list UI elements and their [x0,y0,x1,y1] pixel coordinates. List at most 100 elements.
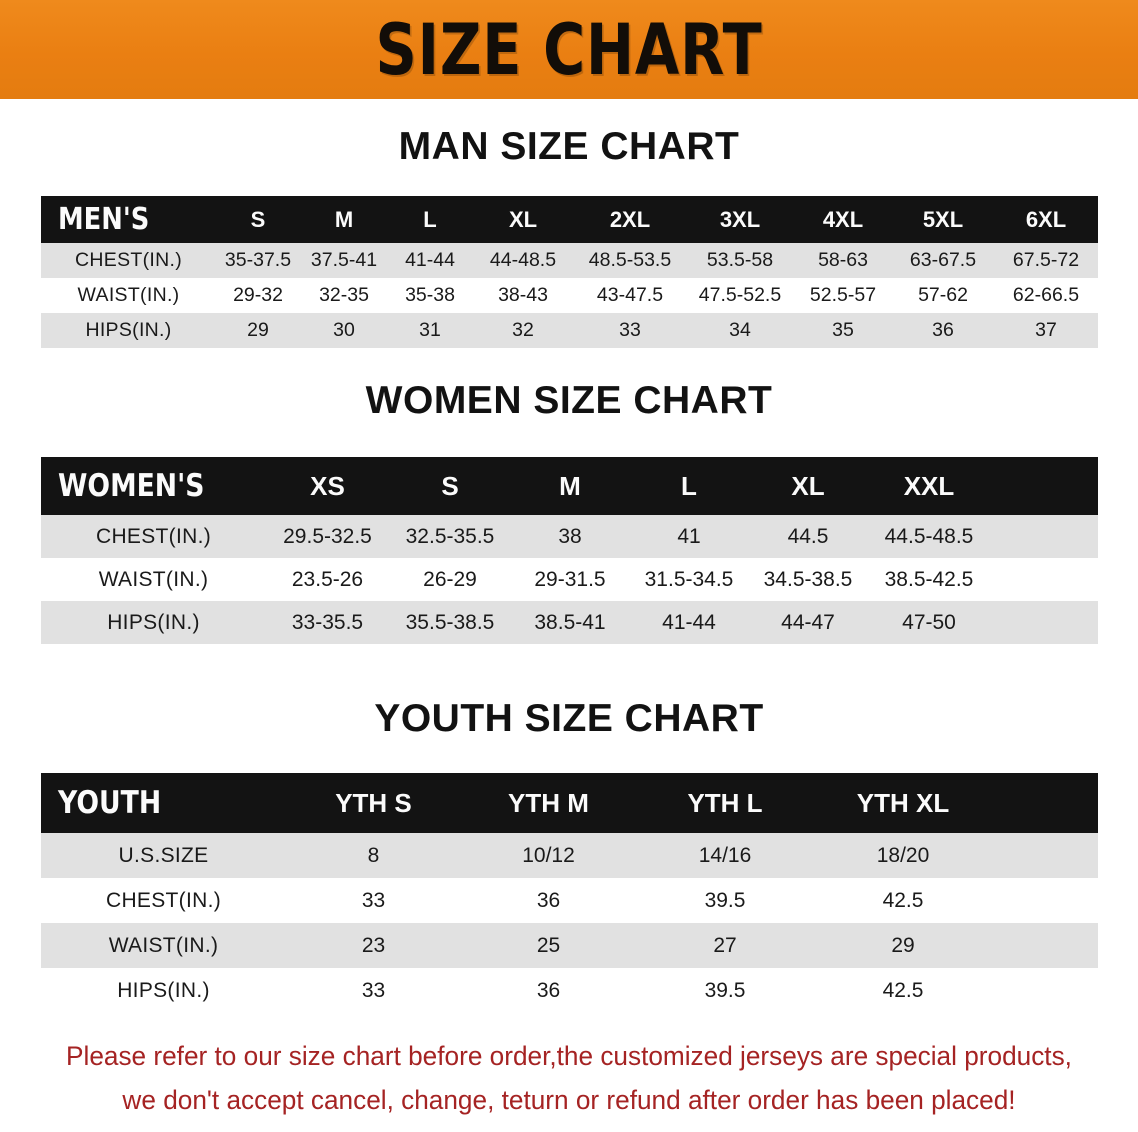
women-section-title: WOMEN SIZE CHART [365,379,773,422]
men-cell-0-4: 48.5-53.5 [574,243,686,278]
men-cell-1-8: 62-66.5 [994,278,1098,313]
men-row-label-1: WAIST(IN.) [41,278,216,313]
table-row: WAIST(IN.) 29-32 32-35 35-38 38-43 43-47… [41,278,1098,313]
women-row-label-2: HIPS(IN.) [41,601,266,644]
table-row: WAIST(IN.) 23 25 27 29 [41,923,1098,968]
men-cell-2-8: 37 [994,313,1098,348]
men-col-4: 2XL [574,196,686,243]
women-cell-2-0: 33-35.5 [266,601,389,644]
women-col-1: S [389,457,511,515]
men-col-7: 5XL [892,196,994,243]
men-row-label-2: HIPS(IN.) [41,313,216,348]
women-cell-1-6 [991,558,1098,601]
women-cell-2-4: 44-47 [749,601,867,644]
men-corner-header: MEN'S [41,196,216,243]
women-col-5: XXL [867,457,991,515]
youth-cell-3-0: 33 [286,968,461,1013]
men-cell-0-3: 44-48.5 [472,243,574,278]
women-cell-2-5: 47-50 [867,601,991,644]
youth-corner-header: YOUTH [41,773,286,833]
women-cell-1-2: 29-31.5 [511,558,629,601]
men-cell-0-7: 63-67.5 [892,243,994,278]
women-corner-header: WOMEN'S [41,457,266,515]
men-cell-2-5: 34 [686,313,794,348]
women-cell-0-2: 38 [511,515,629,558]
youth-cell-1-0: 33 [286,878,461,923]
men-cell-0-2: 41-44 [388,243,472,278]
men-cell-0-1: 37.5-41 [300,243,388,278]
women-col-2: M [511,457,629,515]
men-cell-2-0: 29 [216,313,300,348]
men-cell-0-6: 58-63 [794,243,892,278]
youth-cell-0-3: 18/20 [814,833,992,878]
women-col-4: XL [749,457,867,515]
men-cell-2-1: 30 [300,313,388,348]
men-cell-1-5: 47.5-52.5 [686,278,794,313]
women-cell-0-1: 32.5-35.5 [389,515,511,558]
men-cell-1-3: 38-43 [472,278,574,313]
table-row: HIPS(IN.) 33-35.5 35.5-38.5 38.5-41 41-4… [41,601,1098,644]
youth-cell-0-2: 14/16 [636,833,814,878]
youth-cell-0-1: 10/12 [461,833,636,878]
men-cell-0-5: 53.5-58 [686,243,794,278]
youth-cell-2-1: 25 [461,923,636,968]
table-row: CHEST(IN.) 33 36 39.5 42.5 [41,878,1098,923]
youth-cell-3-3: 42.5 [814,968,992,1013]
women-cell-1-0: 23.5-26 [266,558,389,601]
women-cell-2-3: 41-44 [629,601,749,644]
men-cell-0-8: 67.5-72 [994,243,1098,278]
men-cell-2-3: 32 [472,313,574,348]
youth-cell-1-2: 39.5 [636,878,814,923]
men-col-8: 6XL [994,196,1098,243]
youth-cell-0-4 [992,833,1098,878]
youth-cell-2-4 [992,923,1098,968]
women-col-3: L [629,457,749,515]
men-cell-2-7: 36 [892,313,994,348]
youth-cell-3-2: 39.5 [636,968,814,1013]
youth-row-label-3: HIPS(IN.) [41,968,286,1013]
men-col-5: 3XL [686,196,794,243]
men-col-2: L [388,196,472,243]
women-row-label-1: WAIST(IN.) [41,558,266,601]
women-cell-0-3: 41 [629,515,749,558]
youth-size-table: YOUTH YTH S YTH M YTH L YTH XL U.S.SIZE … [41,773,1098,1013]
men-row-label-0: CHEST(IN.) [41,243,216,278]
women-col-6-empty [991,457,1098,515]
women-col-0: XS [266,457,389,515]
men-cell-2-4: 33 [574,313,686,348]
youth-col-4-empty [992,773,1098,833]
men-col-1: M [300,196,388,243]
youth-col-0: YTH S [286,773,461,833]
men-cell-1-6: 52.5-57 [794,278,892,313]
women-cell-1-5: 38.5-42.5 [867,558,991,601]
youth-col-3: YTH XL [814,773,992,833]
youth-cell-2-0: 23 [286,923,461,968]
women-cell-0-5: 44.5-48.5 [867,515,991,558]
man-section-title: MAN SIZE CHART [398,125,740,168]
women-cell-1-1: 26-29 [389,558,511,601]
table-row: CHEST(IN.) 35-37.5 37.5-41 41-44 44-48.5… [41,243,1098,278]
men-cell-1-1: 32-35 [300,278,388,313]
youth-cell-2-3: 29 [814,923,992,968]
men-header-row: MEN'S S M L XL 2XL 3XL 4XL 5XL 6XL [41,196,1098,243]
women-cell-0-0: 29.5-32.5 [266,515,389,558]
youth-cell-1-3: 42.5 [814,878,992,923]
table-row: U.S.SIZE 8 10/12 14/16 18/20 [41,833,1098,878]
women-cell-2-2: 38.5-41 [511,601,629,644]
youth-section-title: YOUTH SIZE CHART [374,697,764,740]
table-row: CHEST(IN.) 29.5-32.5 32.5-35.5 38 41 44.… [41,515,1098,558]
youth-header-row: YOUTH YTH S YTH M YTH L YTH XL [41,773,1098,833]
men-cell-2-2: 31 [388,313,472,348]
table-row: HIPS(IN.) 33 36 39.5 42.5 [41,968,1098,1013]
men-cell-0-0: 35-37.5 [216,243,300,278]
youth-cell-3-1: 36 [461,968,636,1013]
women-cell-0-4: 44.5 [749,515,867,558]
banner-title: SIZE CHART [375,8,763,91]
women-size-table: WOMEN'S XS S M L XL XXL CHEST(IN.) 29.5-… [41,457,1098,644]
women-cell-1-3: 31.5-34.5 [629,558,749,601]
youth-cell-0-0: 8 [286,833,461,878]
women-cell-0-6 [991,515,1098,558]
youth-cell-1-1: 36 [461,878,636,923]
youth-row-label-0: U.S.SIZE [41,833,286,878]
